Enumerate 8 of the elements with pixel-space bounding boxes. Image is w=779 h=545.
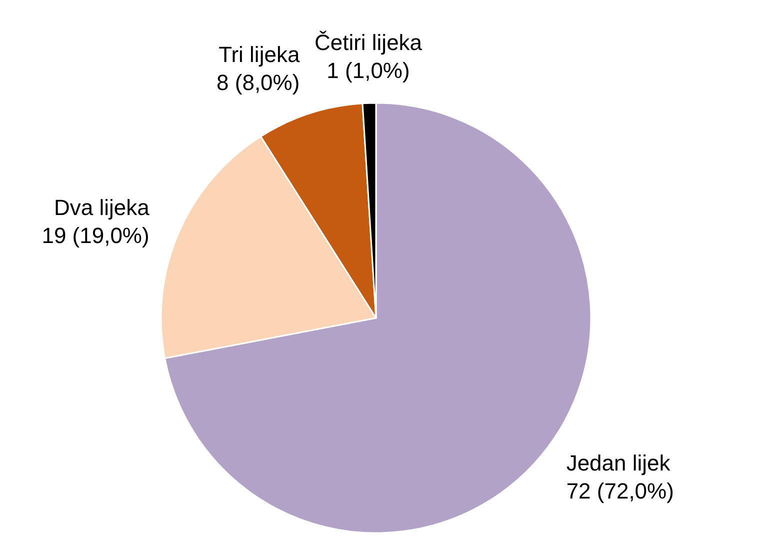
data-label: 19 (19,0%) <box>42 222 150 248</box>
slice-label: Jedan lijek <box>566 450 672 476</box>
slice-label: Četiri lijeka <box>314 30 423 56</box>
data-label: 1 (1,0%) <box>326 58 410 84</box>
data-label: 72 (72,0%) <box>566 478 674 504</box>
slice-label: Dva lijeka <box>54 194 150 220</box>
data-label: 8 (8,0%) <box>216 70 300 96</box>
slice-label: Tri lijeka <box>218 42 300 68</box>
